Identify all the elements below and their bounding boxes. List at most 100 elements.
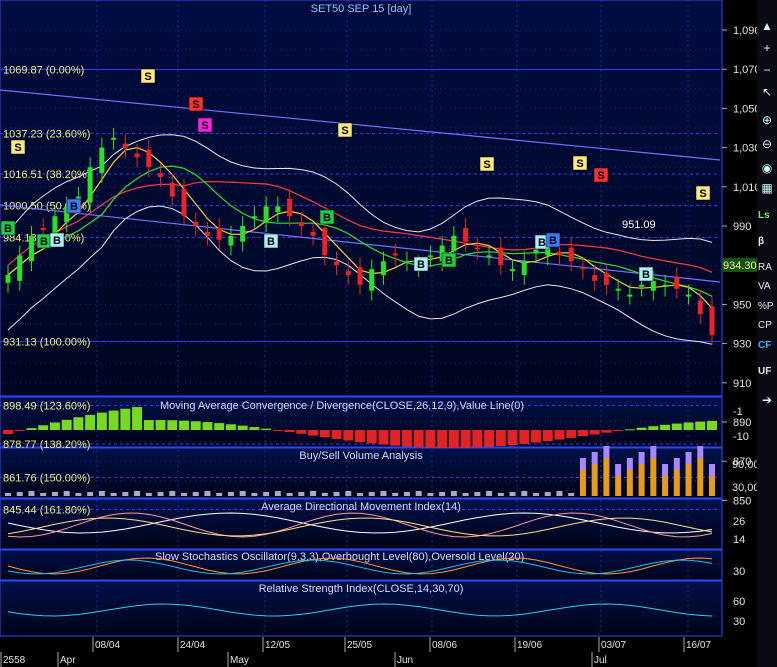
- toolbar-label-1[interactable]: β: [758, 236, 765, 247]
- candle-body-33: [392, 253, 398, 256]
- candle-body-56: [662, 284, 668, 287]
- toolbar-label-0[interactable]: Ls: [758, 210, 770, 221]
- candle-body-11: [134, 153, 140, 158]
- signal-letter-2: S: [192, 99, 199, 111]
- volume-bar-45: [533, 493, 539, 496]
- candle-body-41: [486, 255, 492, 258]
- price-tick-label-7: 950: [733, 299, 751, 311]
- toolbar-label-6[interactable]: CF: [758, 340, 772, 351]
- candle-body-26: [310, 231, 316, 236]
- volume-bar-15: [181, 493, 187, 496]
- price-tick-label-9: 910: [733, 378, 751, 390]
- volume-bar-51: [603, 458, 610, 496]
- arrow-up-icon[interactable]: ▲: [761, 19, 773, 33]
- macd-bar-12: [143, 420, 154, 430]
- signal-letter-9: B: [4, 223, 12, 235]
- macd-bar-32: [378, 430, 389, 445]
- adx-minus-di: [7, 517, 713, 537]
- last-price-badge: [722, 258, 757, 272]
- macd-bar-52: [613, 430, 624, 431]
- signal-letter-11: B: [53, 235, 61, 247]
- toolbar-label-7[interactable]: UF: [758, 366, 772, 377]
- candle-body-15: [181, 188, 187, 217]
- macd-bar-11: [132, 407, 143, 430]
- volume-panel[interactable]: [0, 447, 723, 499]
- volume-bar-43: [509, 492, 516, 496]
- signal-letter-12: B: [70, 201, 78, 213]
- macd-bar-53: [624, 429, 635, 431]
- signal-box-4: [337, 122, 353, 138]
- toolbar-label-5[interactable]: CP: [758, 320, 772, 331]
- volume-bar-10: [122, 492, 129, 496]
- toolbar-label-4[interactable]: %P: [758, 301, 774, 312]
- candle-body-44: [521, 261, 527, 275]
- toolbar-label-3[interactable]: VA: [758, 281, 771, 292]
- month-label-1: Apr: [60, 655, 76, 666]
- zoom-in-icon[interactable]: ⊕: [761, 113, 773, 127]
- volume-bar-16: [192, 492, 199, 496]
- fib-label-6: 898.49 (123.60%): [3, 400, 90, 412]
- candle-body-25: [298, 222, 304, 226]
- candle-body-3: [40, 227, 46, 230]
- stoch-title: Slow Stochastics Oscillator(9,3,3),Overb…: [155, 551, 524, 563]
- fibonacci-levels: 1069.87 (0.00%) 1037.23 (23.60%) 1016.51 (…: [0, 64, 720, 516]
- volume-bar-2: [28, 491, 35, 496]
- eye-icon[interactable]: ◉: [761, 161, 773, 175]
- stats-icon[interactable]: ▦: [761, 181, 773, 195]
- candle-body-36: [427, 255, 433, 258]
- macd-bar-31: [366, 430, 377, 444]
- signal-marker-sell-6: S: [572, 155, 588, 171]
- price-tick-label-1: 1,070: [733, 64, 757, 76]
- plus-icon[interactable]: +: [763, 41, 771, 55]
- volume-bar-26: [310, 491, 317, 496]
- trend-line-lower: [0, 204, 721, 283]
- macd-bar-47: [554, 430, 565, 440]
- macd-bar-14: [167, 420, 178, 430]
- macd-bar-38: [448, 430, 459, 448]
- candle-body-38: [451, 235, 457, 252]
- macd-bar-54: [636, 427, 647, 430]
- stoch-panel[interactable]: [0, 549, 723, 581]
- volume-bar-48: [568, 493, 575, 496]
- price-panel[interactable]: [0, 0, 723, 397]
- arrow-icon[interactable]: ➔: [761, 393, 773, 407]
- date-axis-bar: [0, 637, 722, 667]
- fib-label-9: 845.44 (161.80%): [3, 504, 90, 516]
- macd-bar-17: [202, 422, 213, 430]
- minus-icon[interactable]: −: [763, 63, 771, 77]
- candle-body-21: [251, 216, 257, 219]
- volume-bar-22: [263, 492, 270, 496]
- macd-bar-9: [108, 410, 119, 430]
- price-tick-label-2: 1,050: [733, 103, 757, 115]
- macd-bar-21: [249, 427, 260, 430]
- price-tick-label-12: 850: [733, 495, 751, 507]
- volume-bar-34: [403, 492, 410, 496]
- macd-bar-7: [85, 414, 96, 430]
- volume-bar-25: [298, 492, 305, 496]
- macd-bar-57: [671, 423, 682, 430]
- macd-bar-24: [284, 430, 295, 433]
- annotation-low-label: 951.09: [622, 219, 656, 231]
- signal-marker-buy-13: B: [263, 233, 279, 249]
- signal-marker-buy-9: B: [0, 220, 16, 236]
- macd-bar-8: [96, 412, 107, 430]
- candle-body-60: [709, 306, 715, 336]
- toolbar-label-2[interactable]: RA: [758, 262, 772, 273]
- subpanel-plots: [3, 407, 717, 617]
- signal-box-8: [695, 185, 711, 201]
- macd-bar-55: [648, 426, 659, 430]
- date-label-6: 03/07: [601, 640, 626, 651]
- price-tick-label-0: 1,090: [733, 25, 757, 37]
- signal-marker-buy-14: B: [319, 209, 335, 225]
- stoch-tick-1: 30: [733, 566, 745, 578]
- date-axis: 08/04 24/04 12/05 25/05 08/06 19/06 03/07 16/07…: [0, 637, 711, 667]
- volume-bar-37: [439, 492, 446, 496]
- cursor-icon[interactable]: ↖: [761, 85, 773, 99]
- fib-label-0: 1069.87 (0.00%): [3, 64, 84, 76]
- candle-body-10: [122, 143, 128, 148]
- volume-bar-9: [110, 493, 117, 496]
- macd-bar-16: [190, 421, 201, 430]
- volume-bar-buy-54: [638, 452, 645, 464]
- zoom-out-icon[interactable]: ⊖: [761, 137, 773, 151]
- volume-bar-52: [615, 476, 622, 496]
